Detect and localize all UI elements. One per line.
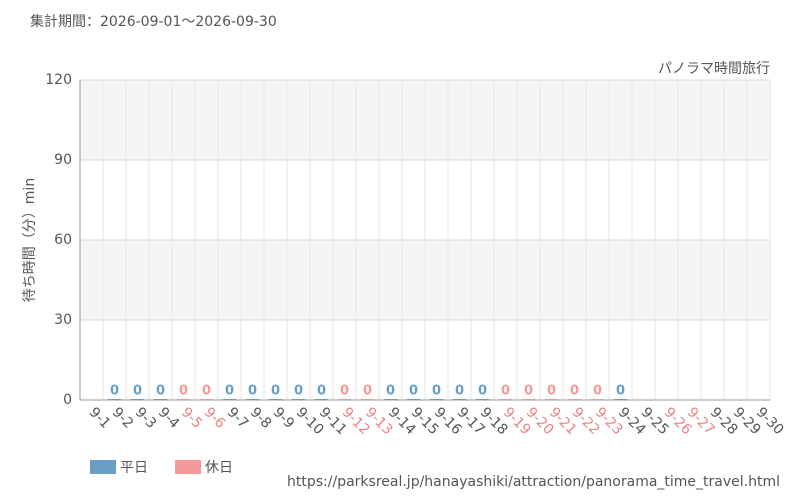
data-label: 0 (432, 384, 441, 399)
y-tick-label: 0 (63, 392, 72, 408)
legend-swatch (90, 460, 116, 474)
bar (429, 399, 444, 400)
bar (153, 399, 168, 400)
data-label: 0 (501, 384, 510, 399)
data-label: 0 (363, 384, 372, 399)
bar (360, 399, 375, 400)
bar (383, 399, 398, 400)
y-tick-label: 90 (54, 152, 72, 168)
data-label: 0 (225, 384, 234, 399)
bar (107, 399, 122, 400)
data-label: 0 (547, 384, 556, 399)
bar (245, 399, 260, 400)
data-label: 0 (524, 384, 533, 399)
x-tick-label: 9-4 (155, 404, 183, 432)
data-label: 0 (179, 384, 188, 399)
bar (567, 399, 582, 400)
data-label: 0 (271, 384, 280, 399)
data-label: 0 (593, 384, 602, 399)
bar (291, 399, 306, 400)
bar (406, 399, 421, 400)
data-label: 0 (409, 384, 418, 399)
bar (521, 399, 536, 400)
x-tick-label: 9-2 (109, 404, 136, 431)
bar (590, 399, 605, 400)
x-tick-label: 9-8 (247, 404, 274, 431)
bar (452, 399, 467, 400)
data-label: 0 (110, 384, 119, 399)
bar (130, 399, 145, 400)
data-label: 0 (616, 384, 625, 399)
bar (222, 399, 237, 400)
bar (337, 399, 352, 400)
chart-subtitle: パノラマ時間旅行 (658, 61, 770, 77)
data-label: 0 (455, 384, 464, 399)
data-label: 0 (202, 384, 211, 399)
bar (314, 399, 329, 400)
source-url: https://parksreal.jp/hanayashiki/attract… (287, 474, 780, 490)
legend-swatch (175, 460, 201, 474)
data-label: 0 (317, 384, 326, 399)
data-label: 0 (340, 384, 349, 399)
x-tick-label: 9-5 (178, 404, 205, 431)
bar (268, 399, 283, 400)
legend-label: 平日 (120, 460, 148, 476)
x-tick-label: 9-6 (201, 404, 229, 432)
y-tick-label: 30 (54, 312, 72, 328)
bar (613, 399, 628, 400)
data-label: 0 (478, 384, 487, 399)
bar (475, 399, 490, 400)
data-label: 0 (386, 384, 395, 399)
x-tick-label: 9-9 (270, 404, 297, 431)
legend-label: 休日 (205, 460, 233, 476)
data-label: 0 (570, 384, 579, 399)
x-tick-label: 9-1 (86, 404, 113, 431)
bar (199, 399, 214, 400)
y-tick-label: 60 (54, 232, 72, 248)
y-tick-label: 120 (45, 72, 72, 88)
bar (176, 399, 191, 400)
data-label: 0 (294, 384, 303, 399)
data-label: 0 (248, 384, 257, 399)
data-label: 0 (133, 384, 142, 399)
chart-title: 集計期間：2026-09-01〜2026-09-30 (30, 13, 277, 30)
x-tick-label: 9-3 (132, 404, 159, 431)
data-label: 0 (156, 384, 165, 399)
bar (498, 399, 513, 400)
y-axis-label: 待ち時間（分）min (22, 178, 38, 302)
bar (544, 399, 559, 400)
x-tick-label: 9-7 (224, 404, 251, 431)
